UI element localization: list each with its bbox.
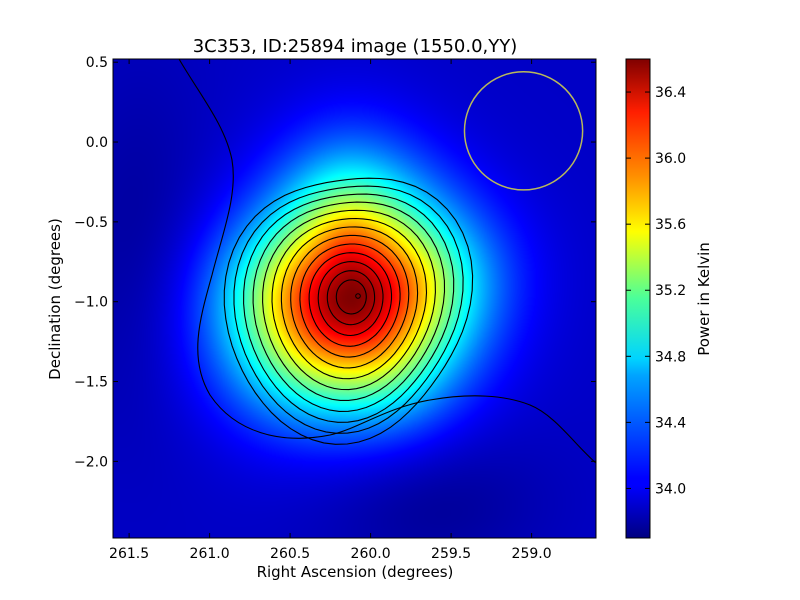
y-tick-label: −0.5 xyxy=(74,215,108,231)
y-axis: 0.5 0.0 −0.5 −1.0 −1.5 −2.0 xyxy=(74,55,596,470)
contour-ring xyxy=(223,177,474,445)
contour-lines xyxy=(178,59,596,464)
x-tick-label: 259.5 xyxy=(431,546,471,562)
contour-ring xyxy=(233,185,464,434)
contour-ring xyxy=(252,201,446,412)
colorbar-tick-label: 36.4 xyxy=(655,85,686,101)
contour-ring xyxy=(262,209,436,401)
heatmap-plot-area xyxy=(112,58,597,539)
colorbar: 34.0 34.4 34.8 35.2 35.6 36.0 36.4 Power in Ke… xyxy=(625,58,713,539)
x-tick-label: 261.0 xyxy=(190,546,230,562)
contour-ring xyxy=(271,217,428,391)
contour-ring xyxy=(308,252,393,347)
colorbar-tick-label: 36.0 xyxy=(655,151,686,167)
y-tick-label: 0.5 xyxy=(86,55,108,71)
contour-ring xyxy=(280,226,419,380)
x-axis: 261.5 261.0 260.5 260.0 259.5 259.0 xyxy=(109,59,552,562)
outer-contour-line xyxy=(178,59,596,464)
colorbar-label: Power in Kelvin xyxy=(695,242,713,356)
contour-ring xyxy=(243,193,455,423)
chart-title: 3C353, ID:25894 image (1550.0,YY) xyxy=(193,36,518,57)
contour-ring xyxy=(317,261,384,337)
x-axis-label: Right Ascension (degrees) xyxy=(257,563,454,581)
y-tick-label: 0.0 xyxy=(86,135,108,151)
colorbar-tick-label: 35.2 xyxy=(655,283,686,299)
x-tick-label: 259.0 xyxy=(512,546,552,562)
colorbar-gradient xyxy=(625,58,651,539)
beam-circle xyxy=(463,71,584,191)
contour-ring xyxy=(290,234,410,369)
y-tick-label: −1.0 xyxy=(74,295,108,311)
plot-frame xyxy=(112,58,597,539)
contour-ring xyxy=(326,270,376,326)
contour-ring xyxy=(335,279,367,315)
contour-ring xyxy=(299,243,401,358)
colorbar-tick-label: 34.0 xyxy=(655,481,686,497)
contour-rings xyxy=(223,177,474,445)
y-tick-label: −1.5 xyxy=(74,375,108,391)
heatmap-image xyxy=(113,59,596,538)
colorbar-tick-label: 34.8 xyxy=(655,349,686,365)
y-axis-label: Declination (degrees) xyxy=(46,218,64,380)
colorbar-ticks: 34.0 34.4 34.8 35.2 35.6 36.0 36.4 xyxy=(626,85,686,497)
y-tick-label: −2.0 xyxy=(74,454,108,470)
x-tick-label: 260.5 xyxy=(270,546,310,562)
peak-marker xyxy=(355,293,361,299)
colorbar-tick-label: 34.4 xyxy=(655,415,686,431)
colorbar-tick-label: 35.6 xyxy=(655,217,686,233)
x-tick-label: 260.0 xyxy=(351,546,391,562)
x-tick-label: 261.5 xyxy=(109,546,149,562)
